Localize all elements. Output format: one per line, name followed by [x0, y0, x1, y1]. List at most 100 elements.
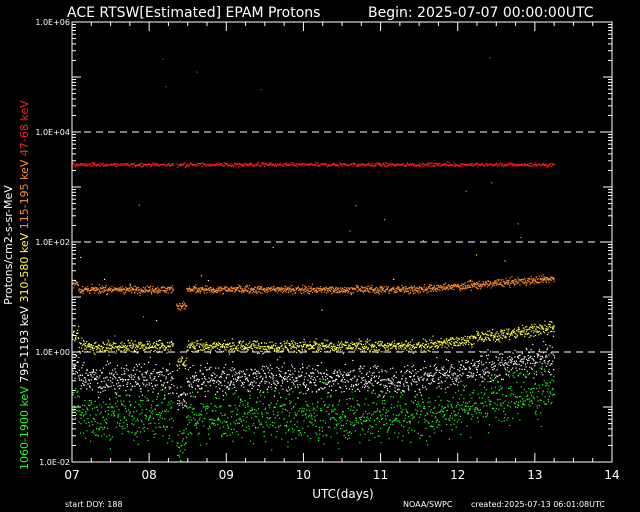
data-point: [482, 339, 484, 341]
data-point: [298, 375, 300, 377]
data-point: [305, 392, 307, 395]
data-point: [303, 339, 305, 341]
data-point: [331, 348, 334, 351]
data-point: [415, 287, 417, 289]
data-point: [76, 281, 78, 283]
data-point: [293, 345, 295, 347]
data-point: [100, 291, 102, 293]
data-point: [297, 287, 299, 290]
data-point: [535, 163, 537, 165]
data-point: [390, 165, 392, 167]
data-point: [400, 288, 402, 290]
data-point: [206, 285, 208, 287]
data-point: [363, 365, 365, 367]
data-point: [114, 368, 116, 370]
data-point: [361, 350, 363, 352]
data-point: [125, 291, 127, 293]
data-point: [497, 280, 500, 282]
data-point: [460, 380, 462, 382]
data-point: [198, 164, 200, 167]
data-point: [473, 163, 475, 166]
data-point: [200, 339, 202, 341]
data-point: [263, 349, 265, 351]
data-point: [156, 286, 158, 288]
data-point: [139, 370, 141, 372]
data-point: [220, 164, 222, 166]
data-point: [265, 346, 267, 348]
data-point: [407, 385, 409, 387]
data-point: [255, 373, 257, 375]
data-point: [417, 371, 419, 373]
data-point: [423, 378, 425, 380]
data-point: [463, 389, 465, 391]
data-point: [284, 285, 286, 287]
data-point: [503, 286, 505, 288]
data-point: [296, 344, 298, 346]
data-point: [210, 287, 212, 289]
data-point: [535, 165, 537, 167]
data-point: [194, 388, 197, 390]
data-point: [76, 355, 78, 357]
data-point: [81, 289, 83, 291]
data-point: [333, 162, 335, 164]
data-point: [250, 381, 253, 383]
data-point: [338, 292, 341, 294]
data-point: [489, 281, 491, 283]
data-point: [464, 339, 466, 341]
data-point: [239, 373, 241, 375]
data-point: [398, 348, 400, 350]
data-point: [486, 334, 488, 336]
data-point: [163, 375, 165, 377]
data-point: [114, 392, 116, 394]
data-point: [330, 345, 332, 347]
data-point: [235, 348, 237, 350]
data-point: [373, 377, 375, 379]
data-point: [311, 375, 313, 377]
data-point: [488, 163, 491, 165]
data-point: [242, 383, 244, 385]
data-point: [143, 349, 146, 351]
data-point: [246, 286, 248, 288]
data-point: [511, 334, 513, 336]
data-point: [171, 340, 173, 343]
data-point: [474, 379, 477, 381]
data-point: [345, 347, 347, 349]
data-point: [251, 348, 254, 350]
data-point: [386, 345, 388, 347]
data-point: [154, 346, 156, 349]
data-point: [364, 289, 367, 291]
data-point: [335, 165, 337, 167]
data-point: [168, 164, 170, 167]
data-point: [364, 165, 366, 167]
data-point: [159, 346, 162, 349]
data-point: [232, 342, 234, 344]
data-point: [545, 327, 547, 329]
data-point: [207, 279, 209, 282]
data-point: [413, 378, 416, 380]
data-point: [434, 373, 436, 375]
data-point: [95, 369, 98, 371]
data-point: [294, 292, 296, 294]
data-point: [347, 372, 349, 374]
data-point: [244, 346, 246, 348]
data-point: [316, 364, 318, 367]
data-point: [427, 343, 429, 345]
data-point: [221, 373, 223, 375]
data-point: [215, 386, 217, 388]
data-point: [247, 290, 249, 292]
data-point: [507, 357, 509, 359]
data-point: [282, 350, 285, 352]
data-point: [356, 165, 358, 167]
data-point: [228, 344, 230, 346]
data-point: [444, 287, 446, 289]
data-point: [386, 287, 389, 290]
data-point: [255, 344, 257, 346]
data-point: [153, 342, 155, 344]
data-point: [330, 395, 332, 397]
data-point: [473, 165, 475, 167]
data-point: [242, 287, 244, 290]
data-point: [223, 343, 225, 345]
data-point: [375, 291, 377, 294]
data-point: [368, 285, 370, 287]
data-point: [276, 347, 278, 349]
